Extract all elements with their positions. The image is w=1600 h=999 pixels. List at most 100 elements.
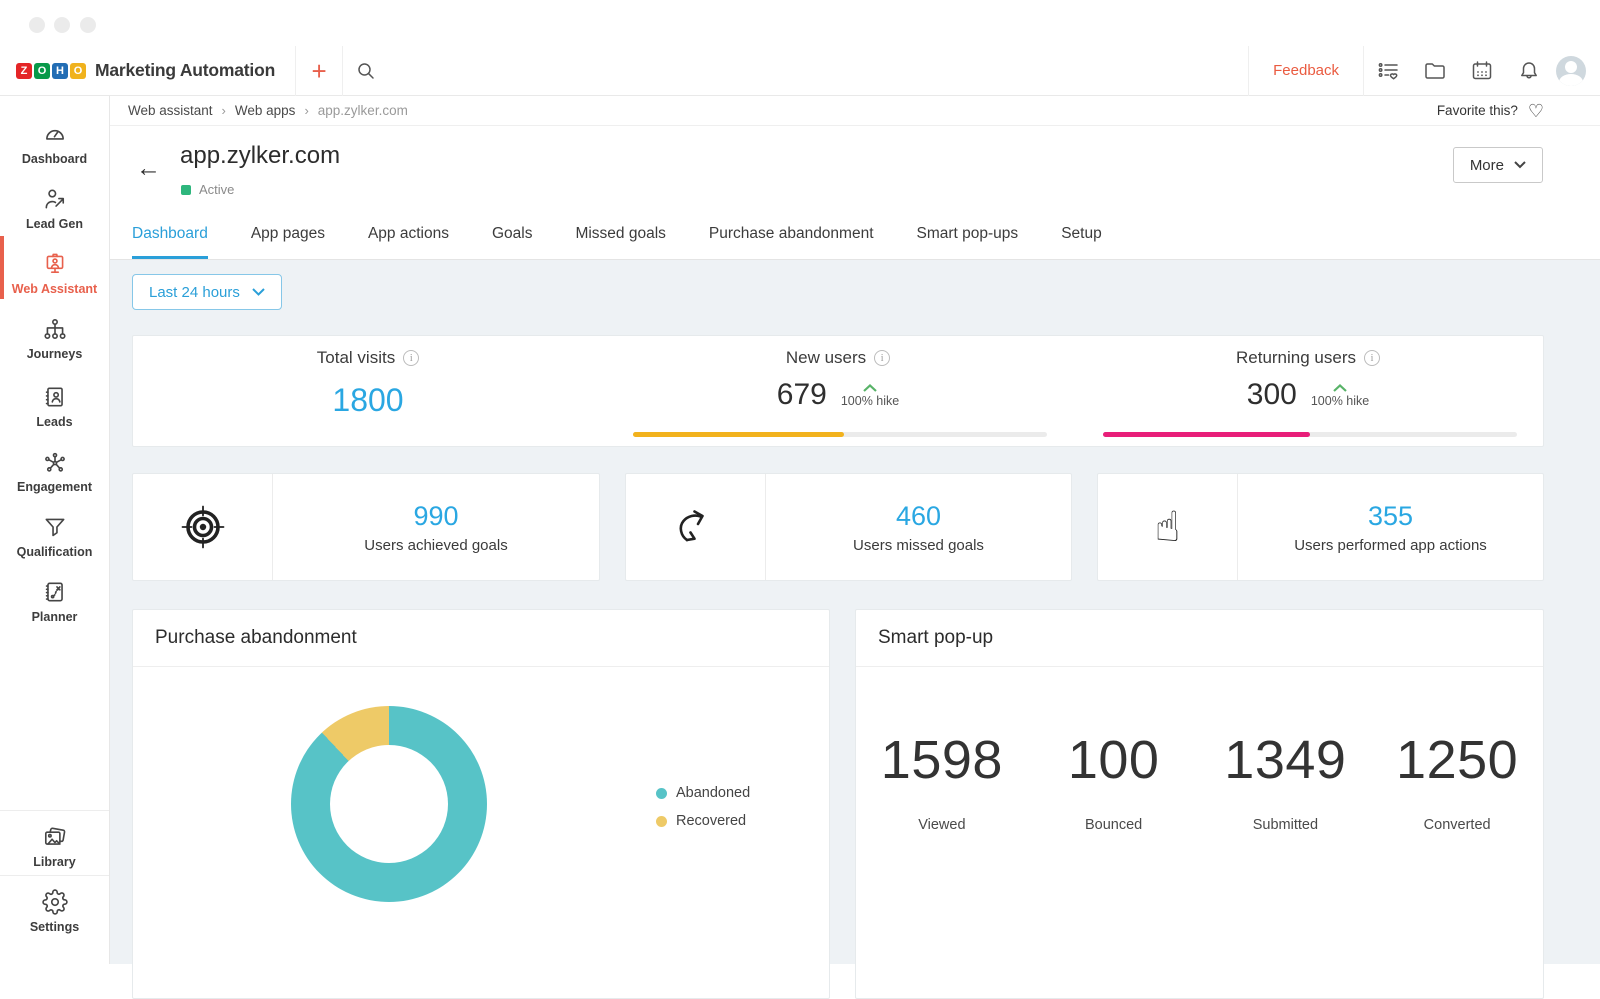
breadcrumb-web-apps[interactable]: Web apps [234, 103, 296, 118]
folder-icon [1424, 62, 1445, 79]
sidebar-item-label: Journeys [26, 347, 83, 361]
info-icon[interactable]: i [874, 350, 891, 366]
progress-track [633, 432, 1047, 437]
tab-smart-pop-ups[interactable]: Smart pop-ups [916, 225, 1019, 242]
sidebar-item-web-assistant[interactable]: Web Assistant [0, 236, 109, 303]
sidebar-item-qualification[interactable]: Qualification [0, 501, 109, 566]
stat-viewed: 1598 Viewed [856, 729, 1028, 833]
sidebar-item-leads[interactable]: Leads [0, 371, 109, 436]
legend-item-abandoned[interactable]: Abandoned [656, 785, 750, 801]
stat-value: 1598 [880, 730, 1003, 790]
stat-label: Converted [1423, 817, 1491, 833]
breadcrumb-web-assistant[interactable]: Web assistant [128, 103, 213, 118]
calendar-icon [1472, 60, 1491, 79]
notifications-button[interactable] [1505, 46, 1552, 96]
sidebar-item-dashboard[interactable]: Dashboard [0, 108, 109, 173]
stat-label: Bounced [1085, 817, 1143, 833]
feedback-link[interactable]: Feedback [1273, 62, 1339, 79]
stat-label: Viewed [918, 817, 966, 833]
page-header: ← app.zylker.com Active More [110, 126, 1600, 212]
kpi-new-users: New users i 679 100% hike [603, 336, 1073, 446]
sidebar-item-journeys[interactable]: Journeys [0, 303, 109, 371]
tab-app-actions[interactable]: App actions [367, 225, 449, 242]
tab-app-pages[interactable]: App pages [250, 225, 325, 242]
tabs: Dashboard App pages App actions Goals Mi… [110, 212, 1600, 260]
user-avatar[interactable] [1556, 55, 1586, 86]
info-icon[interactable]: i [403, 350, 420, 366]
progress-fill [1103, 432, 1310, 437]
heart-icon[interactable]: ♡ [1527, 100, 1544, 121]
goal-card-value: 990 [413, 500, 459, 531]
status-dot [181, 184, 191, 195]
breadcrumb-current: app.zylker.com [317, 103, 408, 118]
sidebar-item-label: Planner [31, 610, 78, 624]
stat-value: 1349 [1224, 730, 1347, 790]
smart-popup-stats: 1598 Viewed 100 Bounced 1349 Submitted 1… [856, 729, 1543, 833]
more-button[interactable]: More [1452, 147, 1543, 183]
legend-label: Abandoned [676, 785, 751, 801]
dashboard-content: Last 24 hours Total visits i 1800 New us… [110, 260, 1600, 999]
stat-bounced: 100 Bounced [1028, 729, 1200, 833]
tab-missed-goals[interactable]: Missed goals [575, 225, 666, 242]
logo-tile: Z [16, 62, 32, 79]
library-icon [42, 824, 68, 850]
panels-row: Purchase abandonment Abandoned Recovered… [132, 609, 1544, 999]
stat-label: Submitted [1252, 817, 1319, 833]
sidebar: Dashboard Lead Gen Web Assistant Journey… [0, 96, 110, 964]
divider [342, 45, 344, 96]
progress-fill [633, 432, 845, 437]
create-new-button[interactable]: + [296, 46, 342, 96]
purchase-donut [291, 706, 487, 902]
planner-icon [42, 579, 68, 605]
goal-card-label: Users missed goals [853, 536, 984, 554]
users-missed-goals-card: 460 Users missed goals [625, 473, 1072, 581]
progress-track [1103, 432, 1517, 437]
stat-converted: 1250 Converted [1371, 729, 1543, 833]
date-range-label: Last 24 hours [149, 283, 240, 301]
window-dot-3 [80, 17, 96, 33]
panel-title: Purchase abandonment [133, 610, 829, 667]
legend-dot [656, 815, 667, 827]
tab-goals[interactable]: Goals [491, 225, 533, 242]
sidebar-item-label: Settings [29, 920, 80, 934]
files-button[interactable] [1411, 46, 1458, 96]
panel-title: Smart pop-up [856, 610, 1543, 667]
calendar-button[interactable] [1458, 46, 1505, 96]
target-icon [181, 505, 224, 549]
kpi-label: Returning users [1235, 348, 1356, 367]
kpi-total-visits: Total visits i 1800 [133, 336, 603, 446]
sidebar-item-lead-gen[interactable]: Lead Gen [0, 173, 109, 238]
sidebar-item-library[interactable]: Library [0, 810, 109, 875]
sidebar-item-planner[interactable]: Planner [0, 566, 109, 631]
chevron-down-icon [252, 288, 265, 296]
sidebar-item-engagement[interactable]: Engagement [0, 436, 109, 501]
hike-label: 100% hike [1310, 394, 1370, 408]
logo-tile: O [34, 62, 50, 79]
subscriptions-button[interactable] [1364, 46, 1411, 96]
search-icon [358, 62, 374, 79]
tab-dashboard[interactable]: Dashboard [132, 212, 208, 259]
kpi-value: 1800 [332, 382, 404, 418]
tab-purchase-abandonment[interactable]: Purchase abandonment [708, 225, 874, 242]
users-achieved-goals-card: 990 Users achieved goals [132, 473, 600, 581]
date-range-filter[interactable]: Last 24 hours [132, 274, 282, 310]
tab-setup[interactable]: Setup [1061, 225, 1102, 242]
back-arrow-icon[interactable]: ← [136, 154, 161, 182]
sidebar-item-settings[interactable]: Settings [0, 875, 109, 940]
goal-cards-row: 990 Users achieved goals 460 Users misse… [132, 473, 1544, 581]
sidebar-item-label: Web Assistant [11, 282, 98, 296]
logo-tile: O [70, 62, 86, 79]
info-icon[interactable]: i [1364, 350, 1380, 366]
gauge-icon [42, 121, 68, 147]
breadcrumb-separator: › [304, 103, 309, 118]
smart-popup-panel: Smart pop-up 1598 Viewed 100 Bounced 134… [855, 609, 1544, 999]
goal-card-value: 355 [1367, 500, 1414, 531]
hike-indicator: 100% hike [841, 384, 899, 410]
kpi-value: 300 [1246, 378, 1297, 411]
search-button[interactable] [343, 46, 389, 96]
kpi-label: Total visits [316, 348, 396, 367]
legend-item-recovered[interactable]: Recovered [656, 813, 750, 829]
goal-card-value: 460 [895, 500, 942, 531]
stat-value: 1250 [1396, 730, 1519, 790]
users-performed-actions-card: ☝ 355 Users performed app actions [1097, 473, 1544, 581]
